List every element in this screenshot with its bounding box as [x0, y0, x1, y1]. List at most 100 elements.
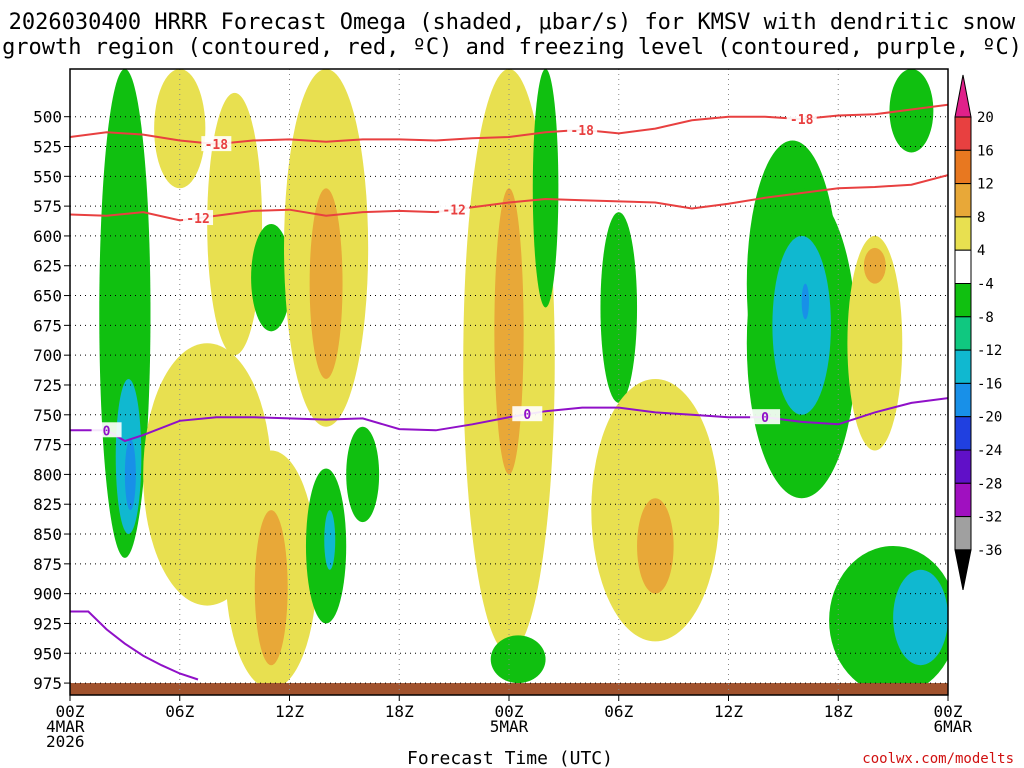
colorbar-band: [954, 449, 972, 484]
x-tick-label: 06Z: [165, 702, 194, 721]
colorbar-band: [954, 183, 972, 218]
omega-cyan-region-29: [893, 569, 948, 666]
omega-yellow-region-4: [207, 92, 263, 356]
y-tick-label: 725: [33, 376, 62, 395]
colorbar-tick-label: 16: [977, 143, 994, 159]
colorbar-tick-label: 12: [977, 177, 994, 193]
y-tick-label: 975: [33, 674, 62, 693]
chart-title-line-2: growth region (contoured, red, ºC) and f…: [2, 35, 1022, 60]
contour-label-bg: [439, 201, 470, 217]
contour-label-bg: [201, 136, 232, 152]
x-axis-title: Forecast Time (UTC): [407, 748, 613, 768]
omega-green-region-17: [600, 212, 638, 403]
contour-label-bg: [183, 210, 214, 226]
colorbar-tick-label: -20: [977, 410, 1002, 426]
colorbar-tick-label: -36: [977, 543, 1002, 559]
contour-zero-label: 0: [761, 411, 769, 426]
colorbar-band: [954, 116, 972, 151]
x-tick-label: 12Z: [275, 702, 304, 721]
y-axis: 500 525 550 575 600 625 650 675 700 725 750 775 800 8…: [33, 108, 70, 693]
credit-text: coolwx.com/modelts: [862, 751, 1014, 767]
colorbar-bottom-arrow: [954, 549, 972, 590]
y-tick-label: 700: [33, 346, 62, 365]
omega-orange-region-7: [309, 188, 343, 380]
omega-green-region-20: [490, 635, 546, 684]
x-tick-label: 00Z: [56, 702, 85, 721]
contour-zero-lower-line: [70, 610, 199, 681]
colorbar-band: [954, 349, 972, 384]
colorbar-band: [954, 216, 972, 251]
omega-orange-region-10: [254, 510, 288, 666]
omega-yellow-region-25: [847, 235, 903, 451]
colorbar-tick-label: -4: [977, 277, 994, 293]
y-tick-label: 500: [33, 108, 62, 127]
x-tick-label: 2026: [46, 732, 85, 751]
y-tick-label: 650: [33, 287, 62, 306]
omega-orange-region-26: [863, 247, 886, 284]
contour-zero-label: 0: [523, 408, 531, 423]
colorbar-band: [954, 283, 972, 318]
plot-area: -18 -18 -18 -12 -12 0 0 0: [70, 69, 948, 695]
contour-label-bg: [512, 406, 543, 422]
contour-minus12-line: [70, 174, 948, 222]
omega-green-region-16: [532, 69, 559, 308]
y-tick-label: 850: [33, 525, 62, 544]
colorbar-band: [954, 516, 972, 551]
omega-yellow-region-3: [154, 69, 206, 189]
y-tick-label: 950: [33, 644, 62, 663]
contour-label-bg: [91, 422, 122, 438]
y-tick-label: 925: [33, 614, 62, 633]
x-tick-label: 4MAR: [46, 717, 85, 736]
omega-cyan-region-12: [324, 510, 336, 570]
colorbar-tick-label: -8: [977, 310, 994, 326]
y-tick-label: 775: [33, 436, 62, 455]
x-tick-label: 5MAR: [490, 717, 529, 736]
x-tick-label: 18Z: [385, 702, 414, 721]
colorbar-tick-label: 20: [977, 110, 994, 126]
contour-zero-label: 0: [103, 424, 111, 439]
colorbar-band: [954, 149, 972, 185]
y-tick-label: 625: [33, 257, 62, 276]
colorbar-band: [954, 416, 972, 451]
contour-label-bg: [786, 111, 817, 127]
y-tick-label: 575: [33, 197, 62, 216]
contour-minus18-label: -18: [205, 138, 229, 153]
contour-label-bg: [567, 121, 598, 137]
y-tick-label: 800: [33, 465, 62, 484]
y-tick-label: 675: [33, 316, 62, 335]
omega-orange-region-19: [637, 498, 674, 594]
x-tick-label: 00Z: [495, 702, 524, 721]
contour-minus12-label: -12: [186, 212, 209, 227]
omega-green-region-13: [346, 426, 380, 523]
omega-green-region-5: [251, 224, 292, 332]
colorbar-top-arrow: [954, 74, 972, 118]
colorbar: 20 16 12 8 4 -4 -8 -12 -16 -20 -24 -28 -32 -36: [954, 74, 1002, 590]
y-tick-label: 900: [33, 585, 62, 604]
contour-label-bg: [750, 409, 781, 425]
y-tick-label: 750: [33, 406, 62, 425]
colorbar-band: [954, 249, 972, 284]
colorbar-band: [954, 482, 972, 518]
colorbar-band: [954, 316, 972, 351]
contour-minus18-label: -18: [570, 124, 594, 139]
x-tick-label: 18Z: [824, 702, 853, 721]
colorbar-tick-label: -12: [977, 343, 1002, 359]
colorbar-tick-label: -28: [977, 476, 1002, 492]
chart-title-line-1: 2026030400 HRRR Forecast Omega (shaded, …: [9, 10, 1016, 35]
y-tick-label: 825: [33, 495, 62, 514]
colorbar-tick-label: -16: [977, 376, 1002, 392]
y-tick-label: 525: [33, 138, 62, 157]
x-tick-label: 06Z: [604, 702, 633, 721]
colorbar-band: [954, 382, 972, 418]
omega-blue-region-24: [801, 283, 809, 320]
x-tick-label: 00Z: [934, 702, 963, 721]
colorbar-tick-label: 4: [977, 243, 985, 259]
colorbar-tick-label: -32: [977, 510, 1002, 526]
y-tick-label: 600: [33, 227, 62, 246]
x-tick-label: 6MAR: [933, 717, 972, 736]
colorbar-tick-label: -24: [977, 443, 1002, 459]
colorbar-tick-label: 8: [977, 210, 985, 226]
omega-cyan-region-23: [772, 235, 831, 415]
